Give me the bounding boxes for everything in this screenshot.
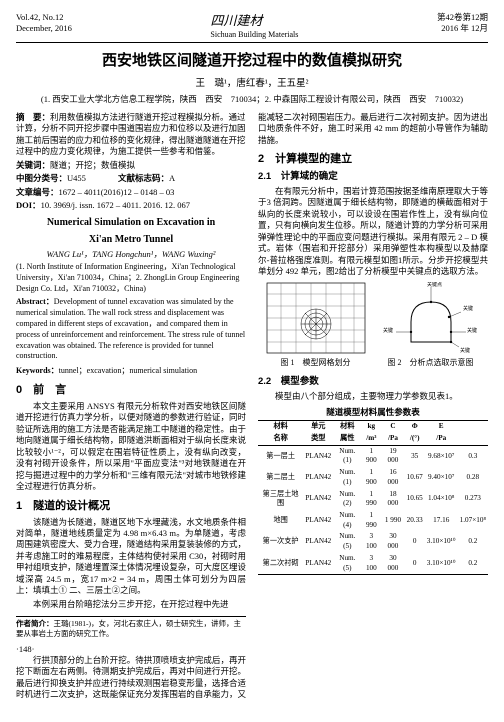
affiliation: (1. 西安工业大学北方信息工程学院，陕西 西安 710034；2. 中森国际工… [16,94,488,105]
keywords-cn: 关键词：隧道；开挖；数值模拟 [16,160,246,171]
table-row: 地围PLAN42Num.(4)1 9901 99020.3317.161.07×… [258,510,488,531]
en-authors: WANG Lu¹，TANG Hongchun¹，WANG Wuxing² [16,249,246,260]
figure-row: 关键点 关键 关键 关键 关键 [258,282,488,354]
date-cn: 2016 年 12月 [437,23,488,34]
page-header: Vol.42, No.12 December, 2016 四川建材 Sichua… [16,12,488,43]
sec1-p2: 本例采用台阶暗挖法分三步开挖，在开挖过程中先进 [16,599,246,610]
fig2-points-icon: 关键点 关键 关键 关键 关键 [381,282,481,354]
sec21-p: 在有限元分析中，围岩计算范围按据圣维南原理取大于等于3 倍洞跨。因隧道属于细长结… [258,186,488,278]
en-affil: (1. North Institute of Information Engin… [16,262,246,294]
en-abstract: Abstract：Development of tunnel excavatio… [16,297,246,362]
svg-text:关键: 关键 [460,347,470,354]
table-row: 第一次支护PLAN42Num.(5)3 10030 00003.10×10¹⁰0… [258,531,488,552]
en-keywords: Keywords：tunnel；excavation；numerical sim… [16,366,246,377]
abstract-cn-label: 摘 要： [16,112,50,122]
table-row: 第二次衬砌PLAN42Num.(5)3 10030 00003.10×10¹⁰0… [258,553,488,575]
sec-2-2: 2.2 模型参数 [258,376,488,389]
fig1-mesh-icon [266,282,366,354]
paper-title: 西安地铁区间隧道开挖过程中的数值模拟研究 [16,51,488,71]
fig2-caption: 图 2 分析点选取示意图 [381,358,481,369]
en-title-1: Numerical Simulation on Excavation in [16,216,246,230]
en-title-2: Xi'an Metro Tunnel [16,233,246,247]
vol-no: Vol.42, No.12 [16,12,72,23]
table-row: 第二层土PLAN42Num.(1)1 90016 00010.679.40×10… [258,467,488,488]
journal-cn: 四川建材 [210,12,298,30]
sec0-p1: 本文主要采用 ANSYS 有限元分析软件对西安地铁区间隧道开挖进行仿真力学分析，… [16,401,246,493]
sec-2-1: 2.1 计算域的确定 [258,171,488,184]
sec-0: 0 前 言 [16,383,246,398]
svg-text:关键: 关键 [467,327,477,334]
table-caption: 隧道模型材料属性参数表 [258,407,488,418]
author-bio: 作者简介：王璐(1981-)，女，河北石家庄人，硕士研究生，讲师，主要从事岩土方… [16,616,246,639]
sec22-p: 模型由八个部分组成，主要物理力学参数见表1。 [258,391,488,402]
doi-line: DOI：10. 3969/j. issn. 1672 – 4011. 2016.… [16,200,246,211]
sec1-p1: 该隧道为长隧道，隧道区地下水埋藏浅，水文地质条件相对简单，隧道地线质量定为 4.… [16,517,246,597]
authors: 王 璐¹，唐红春¹，王五星² [16,78,488,91]
svg-text:关键点: 关键点 [427,282,442,288]
svg-text:关键: 关键 [383,327,393,334]
article-id-line: 文章编号：1672 – 4011(2016)12 – 0148 – 03 [16,187,246,198]
table-row: 第一层土PLAN42Num.(1)1 90019 000359.68×10⁷0.… [258,445,488,467]
page-number: ·148· [16,644,246,655]
material-table: 材料 单元 材料 kg C Φ E 名称 类型 属性 /m³ /Pa /(°) … [258,420,488,575]
journal-en: Sichuan Building Materials [210,30,298,41]
abstract-cn: 摘 要：利用数值模拟方法进行隧道开挖过程模拟分析。通过计算，分析不同开挖步骤中围… [16,112,246,158]
sec-1: 1 隧道的设计概况 [16,499,246,514]
table-row: 第三层土地围PLAN42Num.(2)1 99018 00010.651.04×… [258,489,488,510]
fig1-caption: 图 1 模型网格划分 [266,358,366,369]
issue-cn: 第42卷第12期 [437,12,488,23]
clc-line: 中图分类号：U455 文献标志码：A [16,173,246,184]
sec-2: 2 计算模型的建立 [258,152,488,167]
date-en: December, 2016 [16,23,72,34]
svg-text:关键: 关键 [463,305,473,312]
